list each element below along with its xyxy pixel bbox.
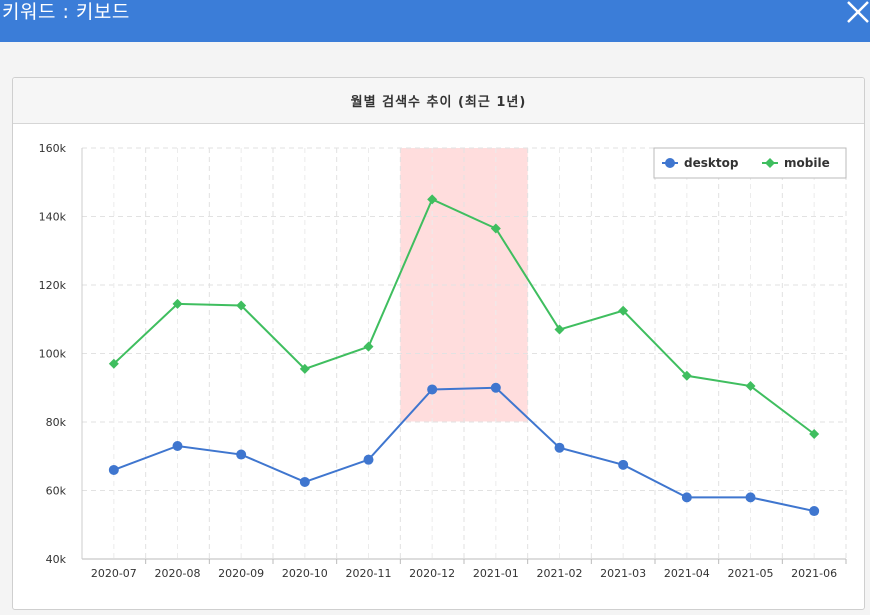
y-tick-label: 60k — [46, 485, 67, 498]
window-titlebar: 키워드 : 키보드 — [0, 0, 870, 42]
data-point-desktop — [363, 454, 374, 465]
data-point-desktop — [427, 384, 438, 395]
x-tick-label: 2021-03 — [600, 567, 646, 580]
data-point-mobile — [427, 194, 438, 205]
series-line-desktop — [113, 386, 815, 513]
x-tick-label: 2020-12 — [409, 567, 455, 580]
y-tick-label: 40k — [46, 553, 67, 566]
data-point-mobile — [554, 324, 565, 335]
series-line-mobile — [113, 198, 815, 435]
x-tick-label: 2021-02 — [537, 567, 583, 580]
x-tick-label: 2020-08 — [155, 567, 201, 580]
x-tick-label: 2021-04 — [664, 567, 710, 580]
data-point-desktop — [554, 442, 565, 453]
data-point-mobile — [490, 223, 501, 234]
y-tick-label: 80k — [46, 416, 67, 429]
data-point-mobile — [681, 370, 692, 381]
data-point-desktop — [172, 440, 183, 451]
chart-title: 월별 검색수 추이 (최근 1년) — [350, 95, 527, 110]
data-point-desktop — [299, 476, 310, 487]
data-point-mobile — [299, 363, 310, 374]
window-title: 키워드 : 키보드 — [2, 1, 130, 23]
data-point-mobile — [236, 300, 247, 311]
y-tick-label: 160k — [39, 142, 67, 155]
chart-panel-header: 월별 검색수 추이 (최근 1년) — [13, 78, 864, 124]
x-tick-label: 2021-05 — [728, 567, 774, 580]
x-tick-label: 2021-01 — [473, 567, 519, 580]
x-tick-label: 2020-07 — [91, 567, 137, 580]
data-point-desktop — [681, 492, 692, 503]
data-point-mobile — [363, 341, 374, 352]
line-chart: 40k 60k 80k 100k 120k 140k 160k 2020-07 2020-08 2… — [39, 142, 847, 580]
data-point-desktop — [618, 459, 629, 470]
data-point-desktop — [236, 449, 247, 460]
x-tick-label: 2020-10 — [282, 567, 328, 580]
data-point-desktop — [809, 506, 820, 517]
legend — [653, 147, 847, 179]
x-tick-label: 2020-09 — [218, 567, 264, 580]
x-tick-label: 2021-06 — [791, 567, 837, 580]
legend-marker-mobile — [765, 158, 775, 168]
data-point-desktop — [745, 492, 756, 503]
legend-label-mobile: mobile — [784, 156, 830, 170]
data-point-mobile — [172, 298, 183, 309]
y-tick-label: 140k — [39, 211, 67, 224]
x-tick-label: 2020-11 — [346, 567, 392, 580]
data-point-mobile — [745, 381, 756, 392]
y-tick-label: 120k — [39, 279, 67, 292]
close-icon[interactable] — [842, 0, 870, 28]
legend-label-desktop: desktop — [684, 156, 739, 170]
data-point-desktop — [108, 464, 119, 475]
chart-panel: 월별 검색수 추이 (최근 1년) 40k 60k 80k 100k 120k 140k 1… — [12, 77, 865, 610]
data-point-mobile — [618, 305, 629, 316]
legend-marker-desktop — [665, 158, 675, 168]
data-point-mobile — [809, 428, 820, 439]
data-point-mobile — [108, 358, 119, 369]
data-point-desktop — [490, 382, 501, 393]
y-tick-label: 100k — [39, 348, 67, 361]
